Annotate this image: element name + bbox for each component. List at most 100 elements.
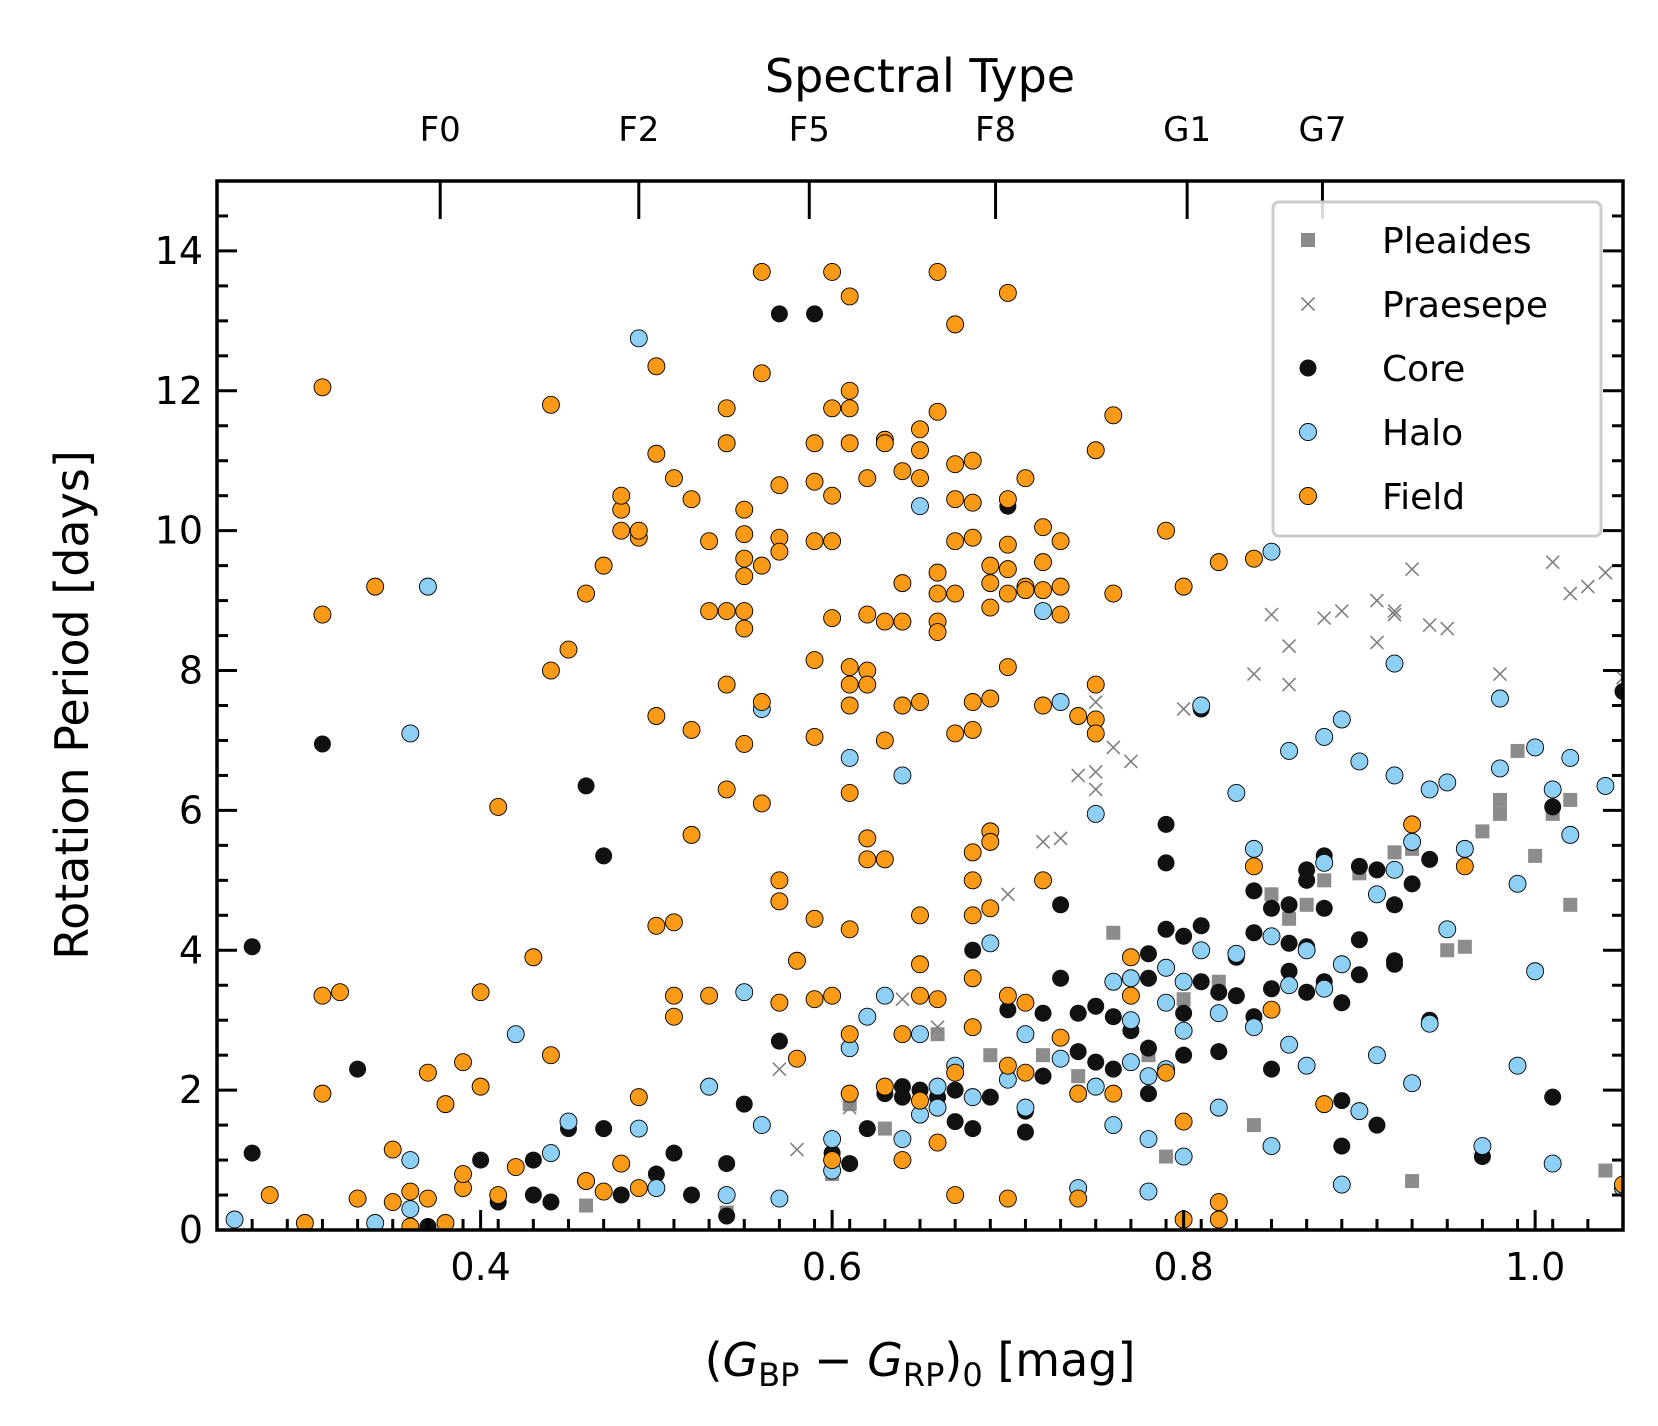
- core-point: [1104, 1008, 1122, 1026]
- core-point: [1087, 997, 1105, 1015]
- field-point: [858, 605, 877, 624]
- field-point: [313, 1084, 332, 1103]
- legend: Pleaides Praesepe Core Halo Field: [1271, 200, 1603, 538]
- halo-point: [1543, 1154, 1562, 1173]
- field-point: [436, 1095, 455, 1114]
- field-point: [1244, 549, 1263, 568]
- core-point: [1280, 896, 1298, 914]
- series-pleaides: [579, 729, 1613, 1220]
- praesepe-point: [789, 1142, 805, 1157]
- field-point: [840, 287, 859, 306]
- core-point: [1175, 1004, 1193, 1022]
- core-point: [1333, 994, 1351, 1012]
- core-point: [1034, 1067, 1052, 1085]
- field-point: [1034, 696, 1052, 715]
- pleaides-point: [1176, 992, 1191, 1007]
- field-point: [911, 420, 929, 439]
- praesepe-point: [1088, 782, 1103, 797]
- field-point: [682, 490, 701, 509]
- core-point: [1368, 861, 1386, 879]
- field-point: [875, 434, 894, 453]
- field-point: [998, 986, 1017, 1005]
- field-point: [946, 490, 965, 509]
- core-point: [1157, 920, 1175, 938]
- core-point: [1034, 1004, 1052, 1022]
- field-point: [1051, 1028, 1070, 1047]
- core-point: [1333, 1092, 1351, 1110]
- field-point: [401, 1217, 420, 1230]
- field-point: [506, 1158, 525, 1177]
- field-point: [928, 1133, 947, 1152]
- halo-point: [1350, 752, 1369, 771]
- field-point: [541, 395, 560, 414]
- core-point: [1263, 1060, 1280, 1078]
- field-point: [928, 990, 947, 1009]
- field-point: [735, 500, 754, 519]
- halo-point: [1262, 542, 1281, 561]
- core-point: [1139, 945, 1157, 963]
- field-point: [928, 623, 947, 642]
- field-point: [1157, 521, 1176, 540]
- halo-point: [752, 1116, 771, 1135]
- halo-point: [1455, 839, 1474, 858]
- legend-box: [1271, 200, 1603, 538]
- field-point: [911, 986, 929, 1005]
- halo-point: [1315, 979, 1334, 998]
- field-point: [313, 605, 332, 624]
- legend-marker: [1299, 359, 1317, 377]
- field-point: [717, 675, 736, 694]
- field-point: [735, 602, 754, 621]
- halo-point: [559, 1112, 578, 1131]
- field-point: [752, 693, 771, 711]
- halo-point: [1403, 832, 1422, 851]
- legend-marker: [1300, 296, 1316, 312]
- field-point: [1051, 532, 1070, 551]
- halo-point: [1016, 1025, 1035, 1044]
- core-point: [718, 1207, 736, 1225]
- halo-point: [1227, 944, 1246, 963]
- field-point: [1051, 605, 1070, 624]
- top-axis-title: Spectral Type: [765, 49, 1075, 103]
- praesepe-point: [1053, 831, 1068, 846]
- core-point: [858, 1120, 876, 1138]
- field-point: [541, 661, 560, 680]
- field-point: [788, 951, 806, 970]
- halo-point: [911, 497, 929, 516]
- field-point: [682, 825, 701, 844]
- field-point: [911, 469, 929, 488]
- spectral-type-label: G1: [1163, 110, 1211, 150]
- field-point: [647, 444, 666, 463]
- praesepe-point: [1598, 565, 1613, 580]
- core-point: [946, 1113, 964, 1131]
- pleaides-point: [1299, 897, 1314, 912]
- field-point: [770, 542, 789, 561]
- field-point: [963, 906, 982, 925]
- halo-point: [1139, 1182, 1158, 1201]
- field-point: [805, 472, 824, 491]
- halo-point: [1262, 1137, 1281, 1156]
- field-point: [541, 1046, 560, 1065]
- core-point: [1245, 882, 1263, 900]
- field-point: [805, 651, 824, 669]
- halo-point: [1016, 1098, 1035, 1117]
- halo-point: [1280, 976, 1299, 995]
- core-point: [1210, 983, 1228, 1001]
- core-point: [1139, 969, 1157, 987]
- field-point: [963, 693, 982, 711]
- field-point: [665, 986, 683, 1005]
- core-point: [1403, 875, 1421, 893]
- core-point: [1175, 1046, 1193, 1064]
- core-point: [1227, 987, 1245, 1005]
- pleaides-point: [1563, 792, 1578, 807]
- core-point: [524, 1151, 542, 1169]
- core-point: [1263, 899, 1280, 917]
- field-point: [735, 549, 754, 568]
- field-point: [1174, 1112, 1193, 1131]
- field-point: [946, 724, 965, 743]
- halo-point: [1491, 689, 1509, 708]
- field-point: [981, 689, 1000, 708]
- pleaides-point: [1071, 1069, 1086, 1084]
- halo-point: [1121, 1053, 1140, 1072]
- field-point: [805, 434, 824, 453]
